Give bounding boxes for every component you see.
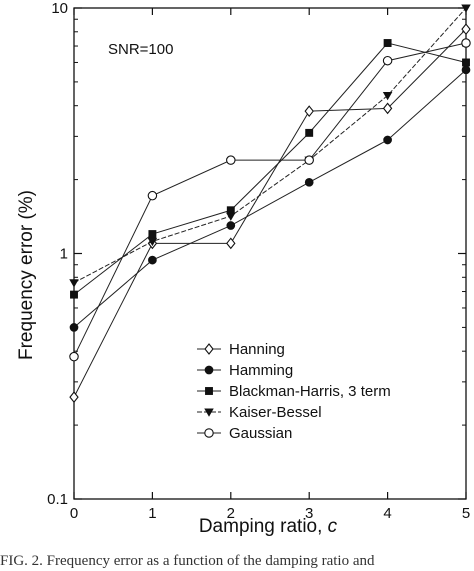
x-tick-label: 0 <box>70 505 78 522</box>
x-tick-label: 3 <box>305 505 313 522</box>
data-point <box>461 4 471 13</box>
data-point <box>147 237 158 247</box>
data-point <box>226 237 236 250</box>
x-axis-label-text: Damping ratio, <box>199 516 328 537</box>
data-point <box>148 230 157 239</box>
y-tick-label: 10 <box>51 0 68 17</box>
data-point <box>383 39 392 47</box>
snr-annotation: SNR=100 <box>108 41 173 58</box>
series-layer <box>69 4 471 404</box>
x-tick-label: 2 <box>227 505 235 522</box>
data-point <box>69 279 79 288</box>
data-point <box>461 23 471 36</box>
legend-entry: Blackman-Harris, 3 term <box>229 383 391 400</box>
data-point <box>226 212 236 221</box>
data-point <box>147 190 158 201</box>
y-axis-label: Frequency error (%) <box>16 190 37 360</box>
series-line <box>73 28 467 398</box>
series-line <box>73 7 467 284</box>
series-kaiser-bessel <box>69 4 471 288</box>
series-blackman-harris-3-term <box>70 39 470 299</box>
data-point <box>461 65 471 75</box>
legend-entry: Hamming <box>229 362 293 379</box>
x-axis-label-variable: c <box>328 516 338 537</box>
data-point <box>304 177 314 187</box>
x-tick-label: 4 <box>383 505 391 522</box>
y-tick-label: 0.1 <box>47 491 68 508</box>
data-point <box>382 91 393 101</box>
legend-entry: Hanning <box>229 341 285 358</box>
x-tick-label: 1 <box>148 505 156 522</box>
series-hamming <box>69 65 471 332</box>
legend-marker <box>205 387 213 395</box>
legend-marker <box>204 428 214 438</box>
series-gaussian <box>69 38 471 362</box>
figure-caption: FIG. 2. Frequency error as a function of… <box>0 553 375 569</box>
data-point <box>382 55 393 66</box>
legend-entry: Kaiser-Bessel <box>229 404 322 421</box>
x-axis-label: Damping ratio, c <box>199 516 338 537</box>
data-point <box>305 128 314 137</box>
data-point <box>462 58 470 67</box>
y-tick-label: 1 <box>60 246 68 263</box>
legend-entry: Gaussian <box>229 425 292 442</box>
data-point <box>69 323 79 332</box>
series-line <box>73 42 467 357</box>
data-point <box>70 290 78 299</box>
data-point <box>304 105 314 118</box>
data-point <box>69 391 79 404</box>
legend-marker <box>204 365 214 375</box>
data-point <box>461 38 471 48</box>
axes: 0 1 2 3 4 5 0.1 1 10 <box>47 0 470 522</box>
data-point <box>226 155 236 165</box>
data-point <box>304 155 314 165</box>
x-tick-label: 5 <box>462 505 470 522</box>
legend-marker <box>204 408 214 417</box>
data-point <box>226 221 236 230</box>
data-point <box>69 351 79 362</box>
series-line <box>73 69 467 328</box>
data-point <box>383 135 392 145</box>
legend-marker <box>204 343 214 355</box>
series-line <box>73 42 467 296</box>
data-point <box>382 102 393 115</box>
data-point <box>148 255 157 265</box>
legend: Hanning Hamming Blackman-Harris, 3 term Kai… <box>197 341 391 442</box>
